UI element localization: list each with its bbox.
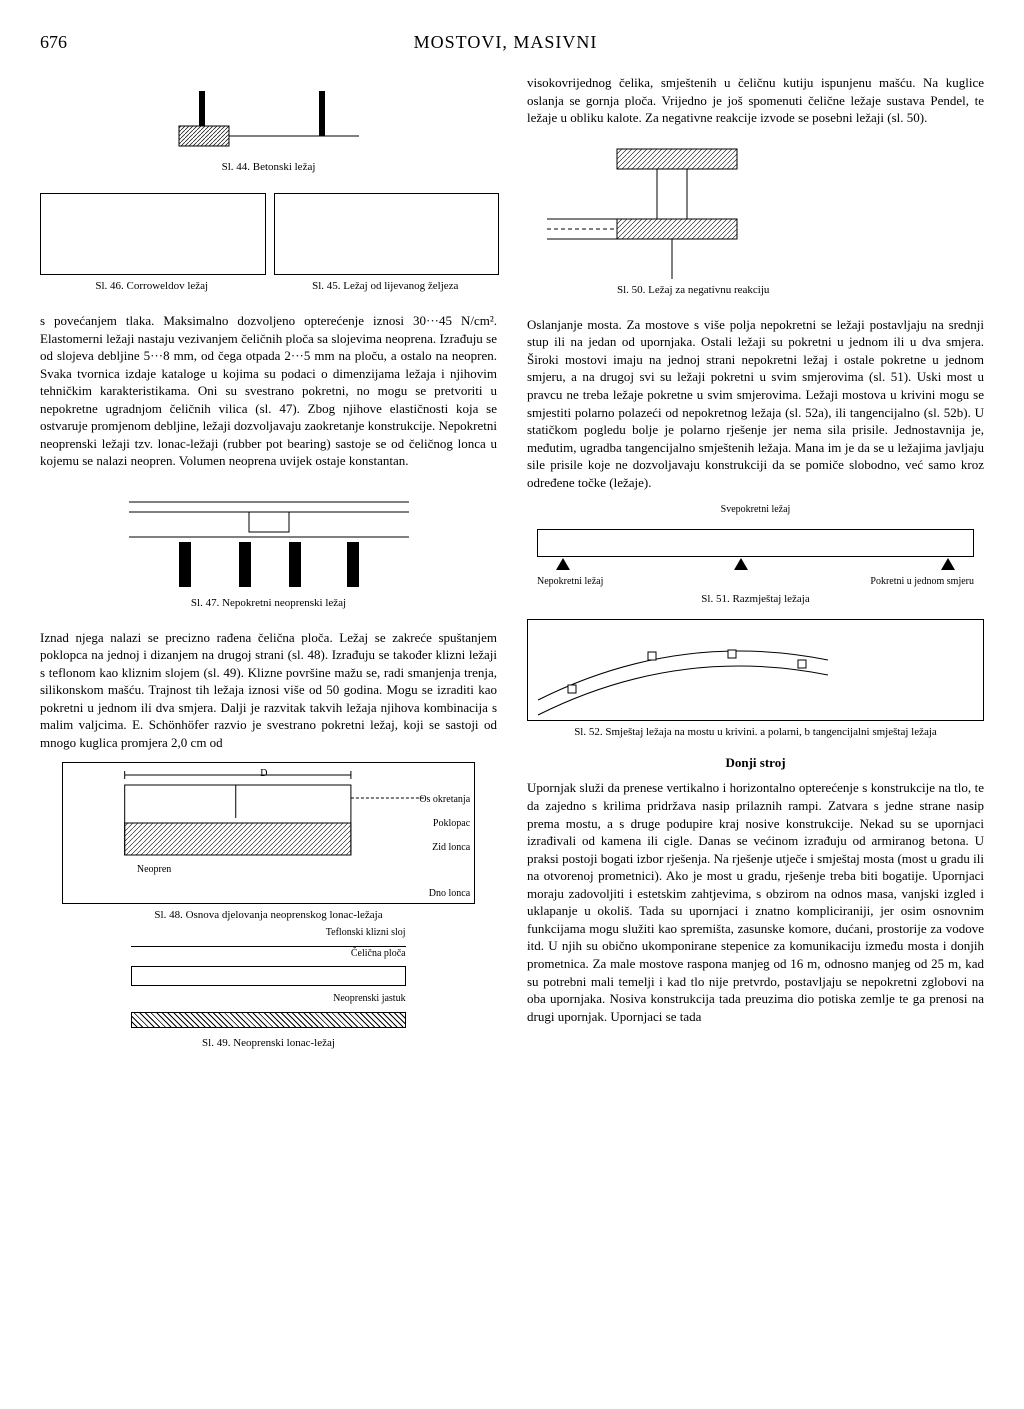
figure-47-diagram (119, 482, 419, 592)
fig51-label-nep: Nepokretni ležaj (537, 575, 603, 589)
figure-50: Sl. 50. Ležaj za negativnu reakciju (527, 139, 984, 310)
figure-46-diagram (40, 193, 266, 275)
figure-45-caption: Sl. 45. Ležaj od lijevanog željeza (274, 279, 498, 294)
figure-49-caption: Sl. 49. Neoprenski lonac-ležaj (40, 1036, 497, 1051)
figure-45-diagram (274, 193, 500, 275)
figure-51-caption: Sl. 51. Razmještaj ležaja (527, 592, 984, 607)
figure-52-caption: Sl. 52. Smještaj ležaja na mostu u krivi… (550, 725, 961, 740)
fig51-label-sve: Svepokretni ležaj (527, 501, 984, 519)
figure-51: Svepokretni ležaj Nepokretni ležaj Pokre… (527, 501, 984, 607)
left-para-1: s povećanjem tlaka. Maksimalno dozvoljen… (40, 312, 497, 470)
figure-47: Sl. 47. Nepokretni neoprenski ležaj (40, 482, 497, 623)
page-number: 676 (40, 30, 67, 54)
figure-52-diagram (527, 619, 984, 721)
left-column: Sl. 44. Betonski ležaj Sl. 46. Corroweld… (40, 74, 497, 1062)
page-header: 676 MOSTOVI, MASIVNI (40, 30, 984, 54)
figure-44: Sl. 44. Betonski ležaj (40, 86, 497, 187)
fig49-layer-celicna: Čelična ploča (131, 947, 405, 967)
fig49-layer-teflon: Teflonski klizni sloj (131, 926, 405, 946)
fig49-layer-jastuk: Neoprenski jastuk (131, 992, 405, 1012)
figure-50-caption: Sl. 50. Ležaj za negativnu reakciju (527, 283, 769, 298)
figure-48-diagram: D N Os okretanja Poklopac Zid lonca Neop… (62, 762, 475, 904)
right-oslanjanje: Oslanjanje mosta. Za mostove s više polj… (527, 316, 984, 491)
figure-50-diagram (527, 139, 747, 279)
right-donji: Upornjak služi da prenese vertikalno i h… (527, 779, 984, 1025)
figure-44-diagram (169, 86, 369, 156)
figure-47-caption: Sl. 47. Nepokretni neoprenski ležaj (191, 596, 346, 611)
figure-51-beam (537, 529, 973, 557)
figure-44-caption: Sl. 44. Betonski ležaj (222, 160, 316, 175)
figure-46-caption: Sl. 46. Corroweldov ležaj (40, 279, 264, 294)
figure-49-diagram: Teflonski klizni sloj Čelična ploča Neop… (131, 926, 405, 1028)
figure-46-45-row: Sl. 46. Corroweldov ležaj Sl. 45. Ležaj … (40, 193, 497, 306)
main-columns: Sl. 44. Betonski ležaj Sl. 46. Corroweld… (40, 74, 984, 1062)
left-para-2: Iznad njega nalazi se precizno rađena če… (40, 629, 497, 752)
fig51-label-pok: Pokretni u jednom smjeru (870, 575, 974, 589)
page-title: MOSTOVI, MASIVNI (414, 30, 598, 54)
right-intro: visokovrijednog čelika, smještenih u čel… (527, 74, 984, 127)
right-column: visokovrijednog čelika, smještenih u čel… (527, 74, 984, 1062)
section-donji-stroj-head: Donji stroj (527, 754, 984, 772)
figure-48-caption: Sl. 48. Osnova djelovanja neoprenskog lo… (40, 908, 497, 923)
